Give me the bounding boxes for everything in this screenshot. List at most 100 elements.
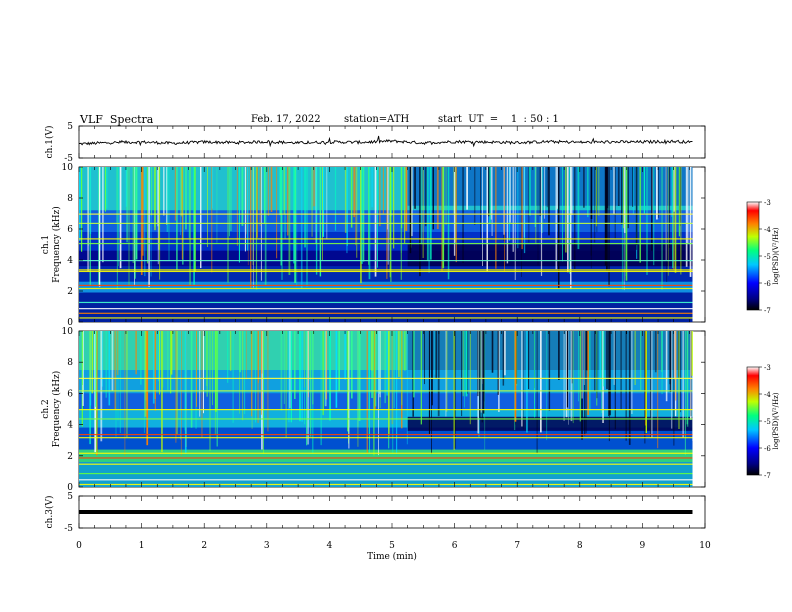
y-tick-label: 6 — [67, 225, 73, 235]
colorbar-tick-label: -4 — [764, 391, 771, 399]
sferic-streak — [432, 167, 434, 230]
sferic-streak — [671, 331, 673, 429]
sferic-streak — [572, 331, 574, 424]
colorbar-tick-label: -3 — [764, 199, 771, 207]
y-axis-label: Frequency (kHz) — [51, 206, 62, 283]
sferic-streak — [445, 167, 447, 225]
sferic-streak — [188, 167, 191, 238]
y-axis-label: ch.2 — [41, 399, 51, 418]
sferic-streak — [163, 167, 165, 216]
sferic-streak — [377, 167, 378, 268]
sferic-streak — [661, 331, 663, 372]
colorbar-tick-label: -7 — [764, 472, 771, 480]
sferic-streak — [95, 331, 97, 454]
sferic-streak — [653, 167, 655, 266]
sferic-streak — [189, 167, 191, 286]
sferic-streak — [116, 167, 118, 290]
sferic-streak — [293, 167, 295, 264]
sferic-streak — [566, 331, 569, 408]
ch1-waveform-line — [79, 135, 693, 148]
sferic-streak — [393, 331, 395, 409]
frequency-band — [79, 266, 693, 282]
sferic-streak — [491, 167, 493, 236]
sferic-streak — [462, 167, 464, 263]
colorbar-tick-label: -7 — [764, 307, 771, 315]
sferic-streak — [602, 331, 604, 423]
sferic-streak — [609, 331, 611, 416]
sferic-streak — [419, 167, 421, 277]
sferic-streak — [267, 167, 270, 216]
sferic-streak — [692, 331, 694, 441]
sferic-streak — [304, 331, 306, 425]
sferic-streak — [87, 167, 89, 272]
sferic-streak — [606, 167, 608, 271]
colorbar-tick-label: -6 — [764, 280, 771, 288]
sferic-streak — [167, 331, 169, 391]
sferic-streak — [608, 331, 609, 416]
sferic-streak — [644, 331, 646, 444]
sferic-streak — [111, 331, 114, 391]
sferic-streak — [89, 331, 91, 391]
sferic-streak — [347, 331, 349, 432]
sferic-streak — [270, 167, 273, 212]
narrowband-line — [79, 284, 693, 286]
sferic-streak — [528, 167, 530, 243]
sferic-streak — [98, 167, 101, 287]
sferic-streak — [140, 331, 142, 385]
x-tick-label: 5 — [389, 541, 395, 551]
sferic-streak — [442, 167, 445, 269]
sferic-streak — [161, 331, 164, 388]
sferic-streak — [668, 167, 670, 248]
sferic-streak — [144, 331, 145, 433]
sferic-streak — [675, 331, 677, 401]
sferic-streak — [673, 331, 675, 446]
sferic-streak — [479, 331, 481, 418]
sferic-streak — [255, 331, 256, 423]
colorbar-tick-label: -5 — [764, 253, 771, 261]
sferic-streak — [481, 331, 483, 423]
frequency-band — [79, 462, 693, 487]
sferic-streak — [357, 331, 359, 447]
narrowband-line — [79, 452, 693, 454]
sferic-streak — [441, 167, 443, 272]
sferic-streak — [135, 331, 137, 375]
sferic-streak — [491, 331, 494, 373]
sferic-streak — [124, 331, 126, 456]
sferic-streak — [546, 167, 548, 208]
y-tick-label: 0 — [67, 483, 73, 493]
sferic-streak — [285, 331, 287, 438]
sferic-streak — [146, 167, 149, 264]
sferic-streak — [614, 331, 616, 430]
sferic-streak — [388, 331, 390, 436]
sferic-streak — [608, 167, 610, 287]
sferic-streak — [606, 167, 608, 215]
sferic-streak — [635, 167, 637, 250]
sferic-streak — [252, 167, 254, 266]
sferic-streak — [306, 331, 308, 446]
sferic-streak — [100, 331, 103, 442]
sferic-streak — [375, 331, 377, 407]
sferic-streak — [581, 331, 583, 399]
sferic-streak — [185, 167, 187, 230]
sferic-streak — [474, 167, 476, 225]
x-tick-label: 1 — [139, 541, 145, 551]
sferic-streak — [650, 331, 652, 437]
sferic-streak — [420, 167, 422, 244]
sferic-streak — [244, 331, 246, 415]
sferic-streak — [651, 167, 653, 251]
narrowband-line — [79, 463, 693, 465]
sferic-streak — [409, 167, 412, 254]
sferic-streak — [296, 167, 298, 287]
sferic-streak — [264, 167, 267, 286]
sferic-streak — [557, 167, 558, 209]
y-tick-label: 2 — [67, 452, 73, 462]
sferic-streak — [89, 167, 92, 234]
sferic-streak — [400, 331, 402, 378]
sferic-streak — [114, 331, 117, 410]
sferic-streak — [506, 167, 509, 264]
sferic-streak — [625, 331, 627, 441]
sferic-streak — [628, 331, 631, 445]
sferic-streak — [596, 331, 598, 399]
sferic-streak — [287, 167, 289, 236]
